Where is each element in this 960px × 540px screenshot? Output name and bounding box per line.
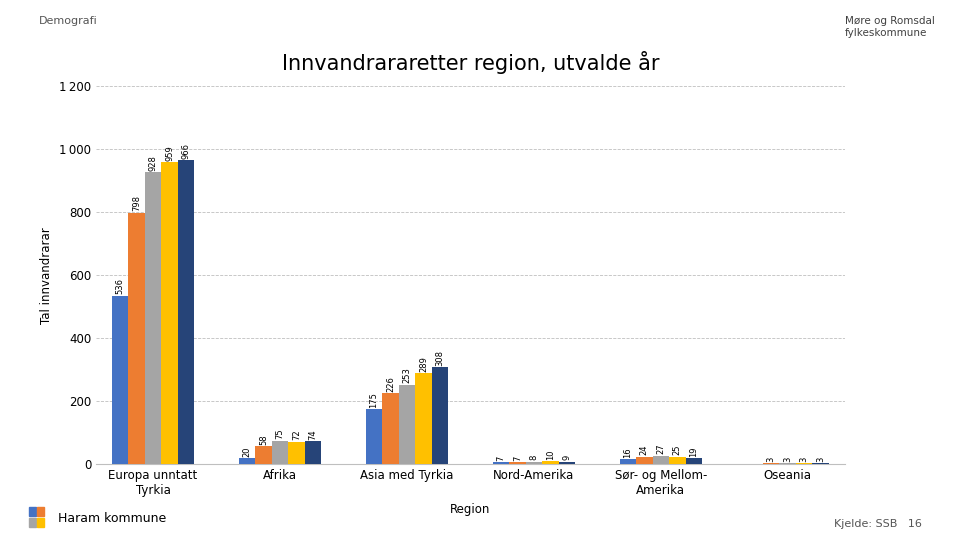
Bar [239,458,255,464]
Text: 16: 16 [623,447,633,458]
Text: 8: 8 [529,455,539,460]
Text: 966: 966 [181,143,191,159]
Text: 536: 536 [115,278,125,294]
Text: 74: 74 [308,429,318,440]
Bar [780,463,796,464]
Text: 25: 25 [673,444,682,455]
Text: 10: 10 [546,449,555,460]
Title: Innvandrararetter region, utvalde år: Innvandrararetter region, utvalde år [281,51,660,74]
Bar [145,172,161,464]
Text: 3: 3 [800,456,808,462]
Text: 798: 798 [132,195,141,212]
Text: Demografi: Demografi [38,16,97,26]
Text: 20: 20 [243,446,252,456]
Bar [669,456,685,464]
Bar [812,463,828,464]
Bar [161,163,178,464]
Text: 75: 75 [276,429,284,439]
Bar [366,409,382,464]
Bar [415,373,432,464]
Text: 3: 3 [816,456,826,462]
Text: 226: 226 [386,376,395,392]
Bar [398,384,415,464]
Bar [272,441,288,464]
Bar [559,462,575,464]
Text: 24: 24 [639,445,649,455]
Bar [255,446,272,464]
X-axis label: Region: Region [450,503,491,516]
Y-axis label: Tal innvandrarar: Tal innvandrarar [40,227,54,324]
Text: Haram kommune: Haram kommune [58,512,166,525]
Bar [382,393,398,464]
Bar [636,457,653,464]
Bar [509,462,526,464]
Text: 7: 7 [513,455,522,461]
Text: 3: 3 [783,456,792,462]
Bar [288,442,304,464]
Text: 308: 308 [436,350,444,366]
Bar [619,460,636,464]
Bar [112,295,129,464]
Text: Møre og Romsdal
fylkeskommune: Møre og Romsdal fylkeskommune [845,16,935,38]
Text: 175: 175 [370,392,378,408]
Bar [492,462,509,464]
Bar [653,456,669,464]
Text: 72: 72 [292,429,301,440]
Text: Kjelde: SSB   16: Kjelde: SSB 16 [833,519,922,529]
Text: 58: 58 [259,434,268,444]
Text: 253: 253 [402,367,412,383]
Bar [526,462,542,464]
Bar [304,441,322,464]
Bar [129,213,145,464]
Bar [763,463,780,464]
Text: 19: 19 [689,447,698,457]
Text: 3: 3 [767,456,776,462]
Text: 7: 7 [496,455,505,461]
Text: 928: 928 [149,154,157,171]
Bar [178,160,194,464]
Bar [542,461,559,464]
Text: 27: 27 [657,444,665,454]
Bar [685,458,702,464]
Text: 959: 959 [165,145,174,161]
Text: 9: 9 [563,455,571,460]
Text: 289: 289 [419,356,428,372]
Bar [432,367,448,464]
Bar [796,463,812,464]
